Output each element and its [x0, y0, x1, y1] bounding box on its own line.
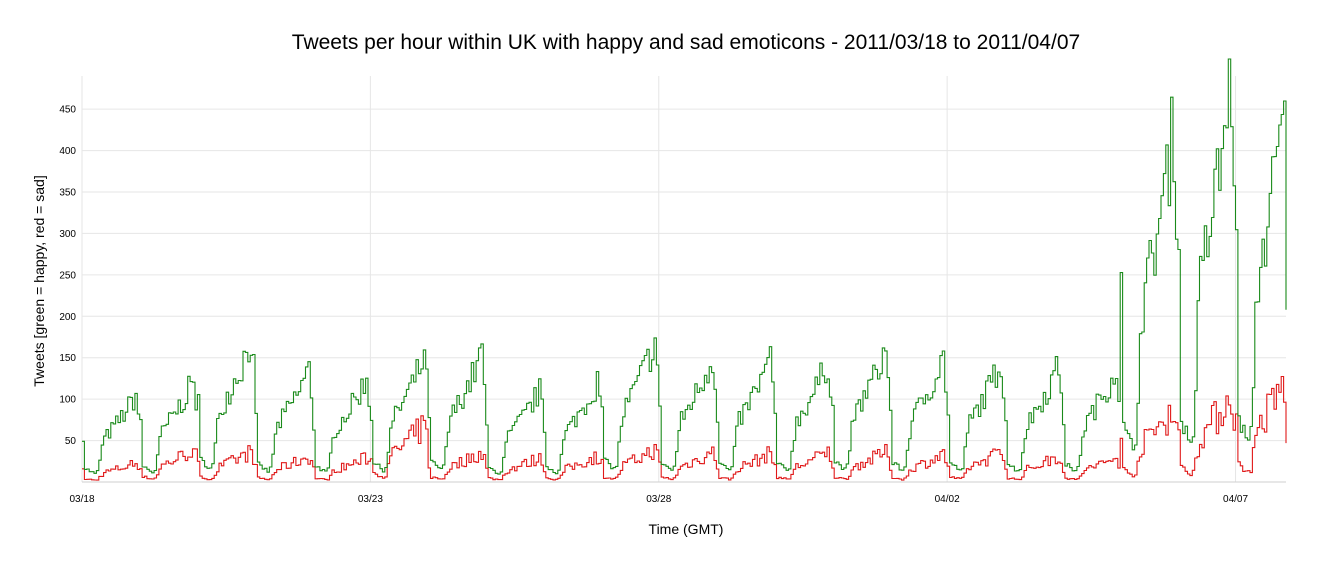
- series-line-sad: [82, 375, 1287, 481]
- series: [82, 58, 1287, 481]
- y-tick-label: 450: [59, 105, 76, 116]
- y-tick-label: 300: [59, 229, 76, 240]
- grid: [81, 76, 1286, 482]
- x-ticks: 03/18 03/23 03/28 04/02 04/07: [69, 494, 1248, 505]
- y-tick-label: 200: [59, 312, 76, 323]
- x-tick-label: 03/18: [69, 494, 94, 505]
- x-axis-label: Time (GMT): [649, 521, 724, 537]
- y-tick-label: 150: [59, 353, 76, 364]
- series-line-happy: [82, 58, 1287, 475]
- y-axis-label: Tweets [green = happy, red = sad]: [31, 175, 47, 386]
- chart-title: Tweets per hour within UK with happy and…: [292, 31, 1080, 54]
- y-tick-label: 100: [59, 395, 76, 406]
- y-tick-label: 350: [59, 188, 76, 199]
- y-tick-label: 250: [59, 270, 76, 281]
- y-tick-label: 50: [65, 436, 77, 447]
- x-tick-label: 04/02: [935, 494, 960, 505]
- x-tick-label: 03/28: [646, 494, 671, 505]
- x-tick-label: 03/23: [358, 494, 383, 505]
- x-tick-label: 04/07: [1223, 494, 1248, 505]
- y-ticks: 50 100 150 200 250 300 350 400 450: [59, 105, 76, 447]
- y-tick-label: 400: [59, 146, 76, 157]
